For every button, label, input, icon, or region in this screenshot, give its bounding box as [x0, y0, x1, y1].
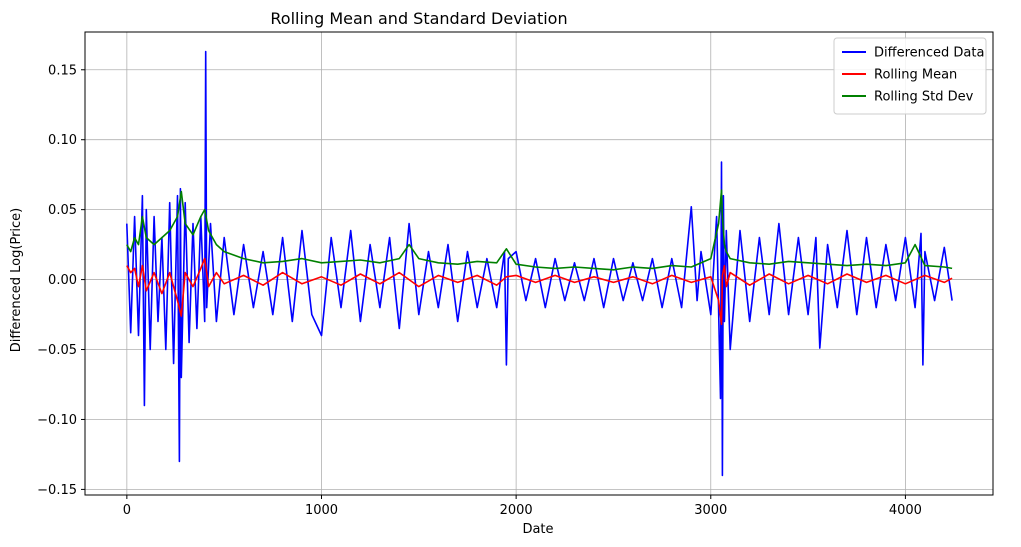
plot-area — [126, 50, 953, 477]
legend-label-differenced-data: Differenced Data — [874, 46, 984, 61]
y-tick-label: 0.10 — [48, 133, 77, 148]
legend-box — [833, 37, 987, 115]
y-tick-label: −0.15 — [37, 483, 77, 498]
x-axis-label: Date — [522, 522, 553, 537]
series-line-rolling-std-dev — [126, 189, 953, 271]
x-tick-label: 3000 — [694, 503, 727, 518]
y-axis-ticks: −0.15 −0.10 −0.05 0.00 0.05 0.10 0.15 — [37, 63, 85, 498]
x-axis-ticks: 0 1000 2000 3000 4000 — [123, 495, 922, 518]
x-tick-label: 4000 — [889, 503, 922, 518]
y-tick-label: 0.15 — [48, 63, 77, 78]
x-tick-label: 0 — [123, 503, 131, 518]
y-tick-label: −0.10 — [37, 413, 77, 428]
y-axis-label: Differenced Log(Price) — [9, 208, 24, 352]
y-tick-label: 0.00 — [48, 273, 77, 288]
legend: Differenced Data Rolling Mean Rolling Std … — [833, 37, 987, 115]
chart-title: Rolling Mean and Standard Deviation — [270, 9, 567, 28]
y-tick-label: 0.05 — [48, 203, 77, 218]
y-tick-label: −0.05 — [37, 343, 77, 358]
series-line-differenced-data — [126, 50, 953, 477]
x-tick-label: 2000 — [500, 503, 533, 518]
legend-label-rolling-std-dev: Rolling Std Dev — [874, 90, 974, 105]
x-tick-label: 1000 — [305, 503, 338, 518]
legend-label-rolling-mean: Rolling Mean — [874, 68, 957, 83]
series-line-rolling-mean — [126, 257, 953, 326]
plot-frame — [84, 31, 994, 496]
